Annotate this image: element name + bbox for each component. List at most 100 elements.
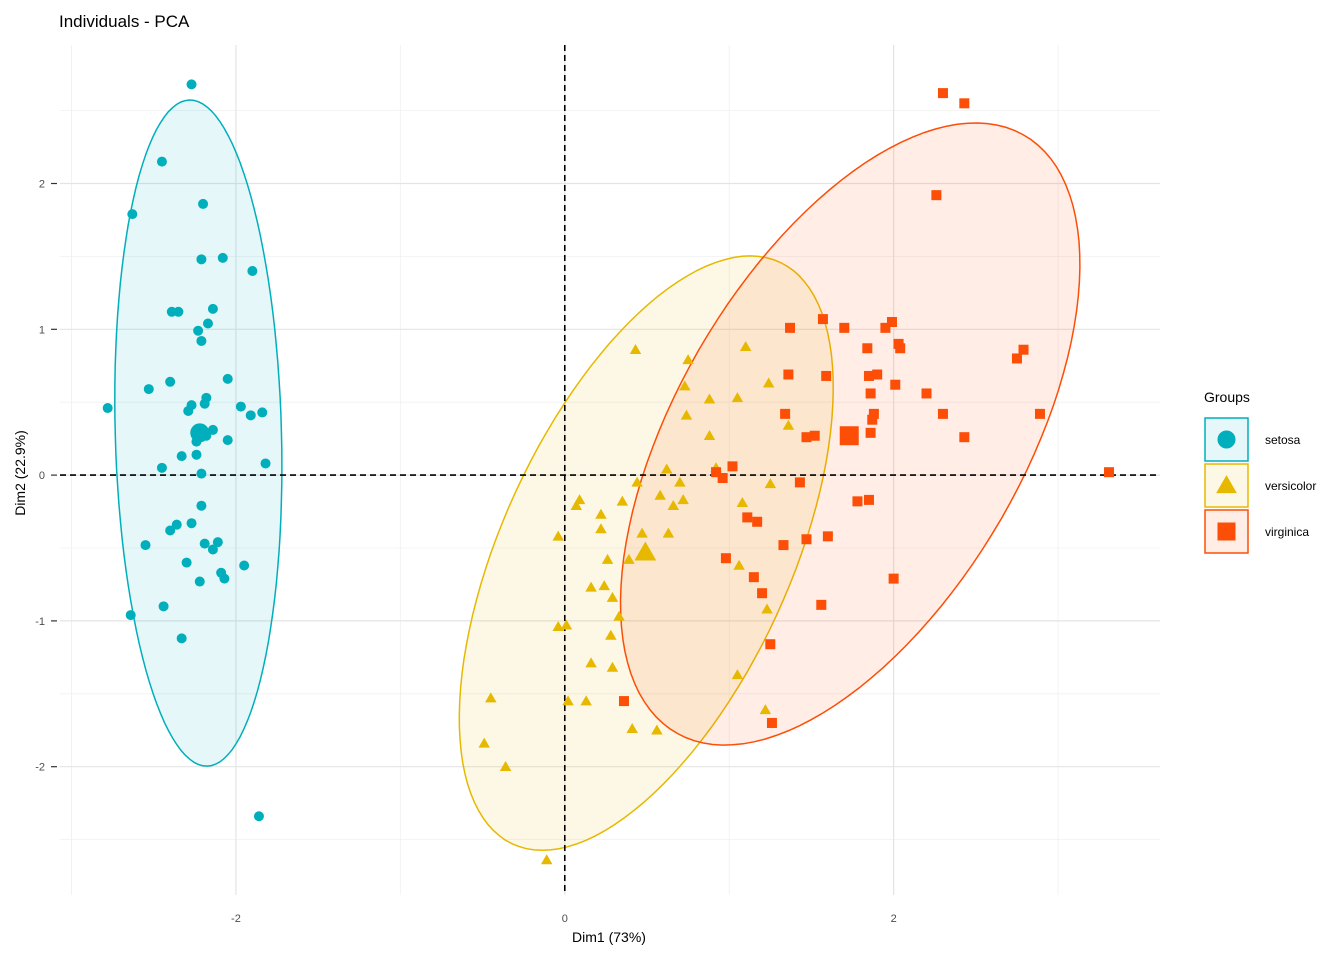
setosa-point (125, 610, 136, 621)
legend-title: Groups (1204, 389, 1250, 405)
virginica-point (880, 322, 891, 333)
setosa-point (140, 540, 151, 551)
virginica-point (863, 370, 874, 381)
virginica-point (822, 531, 833, 542)
legend-label-setosa: setosa (1265, 433, 1301, 447)
virginica-point (839, 322, 850, 333)
setosa-point (253, 811, 264, 822)
versicolor-point (616, 495, 629, 506)
versicolor-point (662, 527, 675, 538)
versicolor-point (736, 497, 749, 508)
legend-symbol-setosa (1217, 430, 1236, 449)
setosa-point (171, 519, 182, 530)
versicolor-point (759, 704, 772, 715)
virginica-point (865, 427, 876, 438)
virginica-point (868, 408, 879, 419)
versicolor-point (677, 494, 689, 505)
versicolor-point (636, 527, 648, 538)
versicolor-point (764, 478, 777, 489)
versicolor-point (595, 508, 607, 519)
virginica-point (757, 588, 768, 599)
versicolor-point (679, 380, 691, 391)
versicolor-point (654, 489, 666, 500)
versicolor-point (626, 723, 638, 734)
setosa-point (186, 518, 197, 529)
setosa-point (193, 325, 204, 336)
setosa-point (143, 384, 154, 395)
virginica-centroid (839, 426, 859, 446)
setosa-point (235, 401, 246, 412)
legend-symbol-virginica (1217, 522, 1236, 541)
virginica-point (937, 88, 948, 99)
versicolor-point (570, 499, 583, 510)
legend-symbol-versicolor (1216, 475, 1237, 494)
setosa-point (199, 538, 210, 549)
setosa-point (202, 318, 213, 329)
setosa-point (127, 209, 138, 220)
virginica-point (765, 639, 776, 650)
versicolor-point (631, 476, 643, 487)
versicolor-point (601, 553, 614, 564)
virginica-point (886, 317, 897, 328)
virginica-point (720, 553, 731, 564)
chart-title: Individuals - PCA (59, 12, 190, 31)
versicolor-point (762, 377, 775, 388)
legend-label-versicolor: versicolor (1265, 479, 1316, 493)
data-points (102, 79, 1115, 865)
setosa-point (196, 500, 207, 511)
setosa-point (156, 156, 167, 167)
versicolor-point (580, 695, 592, 706)
versicolor-point (660, 463, 673, 474)
setosa-point (183, 405, 194, 416)
legend: Groups setosa versicolor virginica (1204, 389, 1316, 554)
virginica-point (821, 370, 832, 381)
versicolor-point (606, 591, 619, 602)
virginica-point (1018, 344, 1029, 355)
versicolor-point (552, 530, 564, 541)
y-axis-label: Dim2 (22.9%) (12, 430, 28, 516)
setosa-point (165, 376, 176, 387)
versicolor-point (606, 661, 619, 672)
virginica-point (1104, 467, 1115, 478)
virginica-point (794, 477, 805, 488)
setosa-point (156, 462, 167, 473)
setosa-point (158, 601, 169, 612)
versicolor-point (540, 854, 553, 865)
versicolor-point (595, 523, 607, 534)
setosa-point (181, 557, 192, 568)
virginica-point (921, 388, 932, 399)
versicolor-point (585, 657, 597, 668)
virginica-point (872, 369, 883, 380)
versicolor-point (629, 343, 642, 354)
versicolor-point (731, 669, 744, 680)
setosa-point (217, 252, 228, 263)
virginica-point (867, 414, 878, 425)
x-tick-label: 2 (891, 913, 897, 925)
setosa-point (176, 633, 187, 644)
setosa-centroid (190, 423, 210, 443)
legend-label-virginica: virginica (1265, 525, 1309, 539)
setosa-point (199, 398, 210, 409)
y-tick-label: 2 (39, 179, 45, 191)
versicolor-point (733, 559, 745, 570)
virginica-point (863, 494, 874, 505)
virginica-point (783, 369, 794, 380)
setosa-point (191, 449, 202, 460)
setosa-point (247, 265, 258, 276)
versicolor-centroid (634, 541, 657, 561)
setosa-point (194, 576, 205, 587)
y-tick-label: 1 (39, 324, 45, 336)
y-tick-label: -2 (35, 762, 45, 774)
virginica-point (865, 388, 876, 399)
virginica-point (890, 379, 901, 390)
versicolor-point (585, 581, 597, 592)
virginica-point (817, 314, 828, 325)
virginica-point (778, 540, 789, 551)
virginica-point (959, 98, 970, 109)
setosa-point (260, 458, 271, 469)
setosa-point (207, 544, 218, 555)
versicolor-point (703, 393, 716, 404)
setosa-point (196, 468, 207, 479)
versicolor-point (739, 341, 752, 352)
